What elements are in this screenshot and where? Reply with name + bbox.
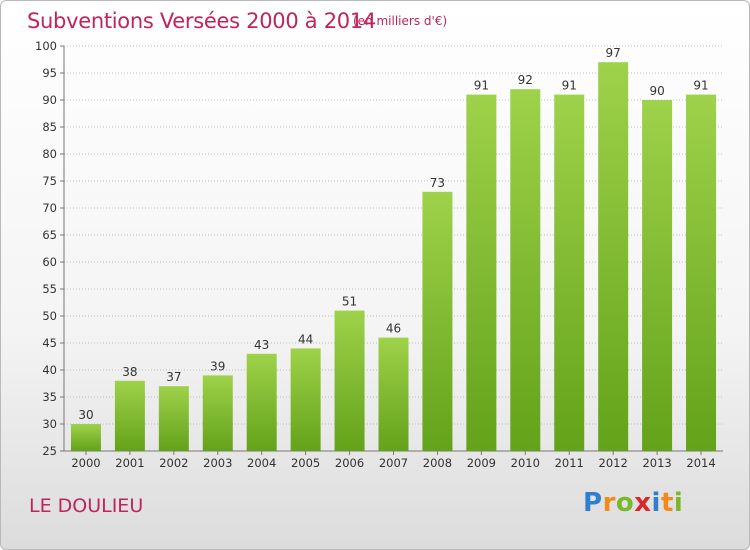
y-tick-label: 65 [42, 228, 57, 242]
chart-title: Subventions Versées 2000 à 2014 [27, 9, 376, 33]
y-tick-label: 90 [42, 93, 57, 107]
x-tick-label: 2000 [71, 456, 100, 470]
bar-2007 [378, 337, 409, 451]
x-tick-label: 2006 [335, 456, 364, 470]
y-tick-label: 35 [42, 390, 57, 404]
x-tick-label: 2007 [379, 456, 408, 470]
y-tick-label: 25 [42, 444, 57, 458]
y-tick-label: 45 [42, 336, 57, 350]
x-tick-label: 2013 [642, 456, 671, 470]
data-label: 91 [474, 79, 489, 93]
y-tick-label: 60 [42, 255, 57, 269]
bar-2006 [334, 310, 365, 451]
bar-2014 [686, 94, 717, 451]
logo-letter: o [615, 488, 635, 518]
logo-letter: P [583, 488, 603, 518]
x-tick-label: 2012 [599, 456, 628, 470]
data-label: 73 [430, 176, 445, 190]
x-tick-label: 2001 [115, 456, 144, 470]
data-label: 44 [298, 332, 313, 346]
y-tick-label: 55 [42, 282, 57, 296]
logo-letter: i [651, 488, 661, 518]
y-tick-label: 80 [42, 147, 57, 161]
x-tick-label: 2010 [511, 456, 540, 470]
bar-2005 [290, 348, 321, 451]
logo-letter: i [673, 488, 684, 518]
x-tick-label: 2009 [467, 456, 496, 470]
bar-2009 [466, 94, 497, 451]
y-tick-label: 50 [42, 309, 57, 323]
x-tick-label: 2008 [423, 456, 452, 470]
bars-layer [70, 62, 717, 452]
bar-2001 [114, 380, 145, 451]
bar-2002 [158, 386, 189, 451]
x-tick-label: 2005 [291, 456, 320, 470]
data-label: 90 [649, 84, 664, 98]
bar-2012 [598, 62, 629, 451]
x-tick-label: 2003 [203, 456, 232, 470]
data-label: 38 [122, 365, 137, 379]
y-tick-label: 30 [42, 417, 57, 431]
data-label: 39 [210, 359, 225, 373]
bar-2008 [422, 191, 453, 452]
data-label: 43 [254, 338, 269, 352]
data-label: 92 [518, 73, 533, 87]
bar-2000 [70, 424, 101, 451]
y-tick-label: 70 [42, 201, 57, 215]
data-label: 46 [386, 322, 401, 336]
chart-subtitle: (en milliers d'€) [353, 14, 448, 28]
bar-2013 [642, 100, 673, 451]
y-tick-label: 40 [42, 363, 57, 377]
labels-layer: 25 30 35 40 45 50 55 60 65 70 75 80 85 90 95 100 30 2000 3… [35, 39, 716, 470]
bar-2003 [202, 375, 233, 451]
logo-letter: x [634, 488, 652, 518]
data-label: 97 [606, 46, 621, 60]
x-tick-label: 2014 [686, 456, 715, 470]
y-tick-label: 100 [35, 39, 57, 53]
x-tick-label: 2004 [247, 456, 276, 470]
bar-2004 [246, 353, 277, 451]
bar-2010 [510, 89, 541, 451]
x-tick-label: 2002 [159, 456, 188, 470]
proxiti-logo: Proxiti [583, 488, 683, 518]
logo-letter: r [602, 488, 616, 518]
data-label: 30 [78, 408, 93, 422]
data-label: 37 [166, 370, 181, 384]
y-tick-label: 75 [42, 174, 57, 188]
bar-2011 [554, 94, 585, 451]
x-tick-label: 2011 [555, 456, 584, 470]
data-label: 91 [693, 79, 708, 93]
y-tick-label: 85 [42, 120, 57, 134]
data-label: 91 [562, 79, 577, 93]
city-name: LE DOULIEU [29, 495, 144, 517]
y-tick-label: 95 [42, 66, 57, 80]
data-label: 51 [342, 295, 357, 309]
logo-letter: t [660, 488, 674, 518]
